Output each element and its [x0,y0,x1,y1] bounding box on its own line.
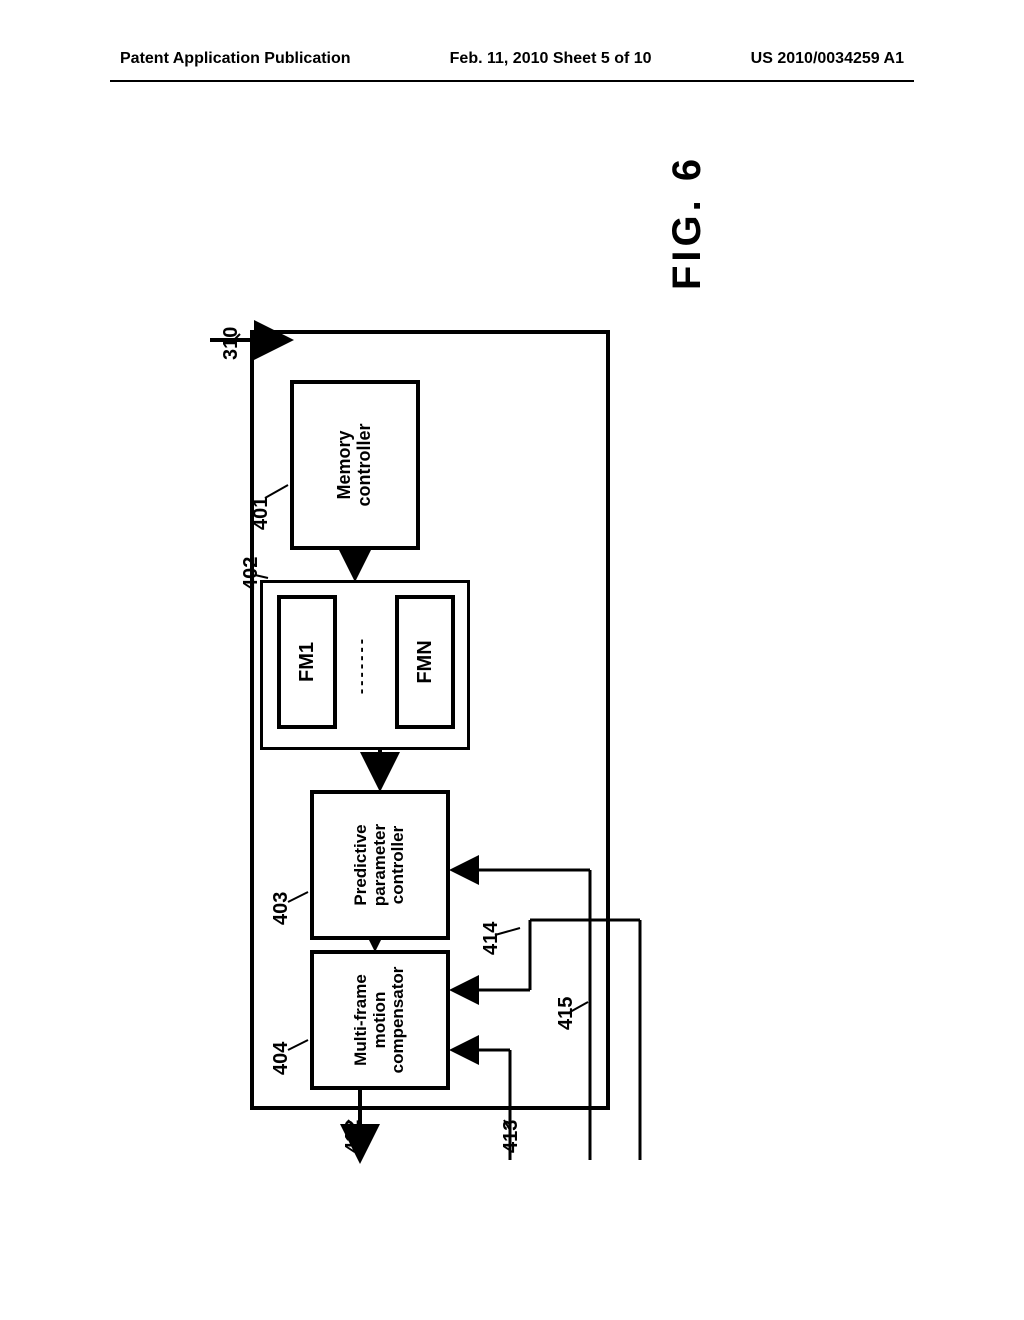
figure-scene: Memory controller FM1 ------- FMN Predic… [110,150,910,1150]
memory-controller-text: Memory controller [335,424,375,507]
label-414: 414 [480,922,503,955]
header-center: Feb. 11, 2010 Sheet 5 of 10 [450,50,652,68]
header-right: US 2010/0034259 A1 [751,50,904,68]
label-404: 404 [270,1042,293,1075]
frame-memory-group: FM1 ------- FMN [260,580,470,750]
label-402: 402 [240,557,263,590]
fm1-block: FM1 [277,595,337,729]
label-413: 413 [500,1120,523,1153]
header-rule [110,80,914,82]
motion-compensator-block: Multi-frame motion compensator [310,950,450,1090]
header-left: Patent Application Publication [120,50,351,68]
motion-compensator-text: Multi-frame motion compensator [352,967,408,1074]
rotated-diagram: Memory controller FM1 ------- FMN Predic… [210,150,810,1150]
predictive-controller-block: Predictive parameter controller [310,790,450,940]
label-310: 310 [220,327,243,360]
label-412: 412 [342,1120,365,1153]
label-403: 403 [270,892,293,925]
fmn-block: FMN [395,595,455,729]
label-401: 401 [250,497,273,530]
predictive-controller-text: Predictive parameter controller [352,824,408,906]
label-415: 415 [555,997,578,1030]
figure-label: FIG. 6 [665,155,710,290]
memory-controller-block: Memory controller [290,380,420,550]
fm-dots: ------- [353,583,371,747]
